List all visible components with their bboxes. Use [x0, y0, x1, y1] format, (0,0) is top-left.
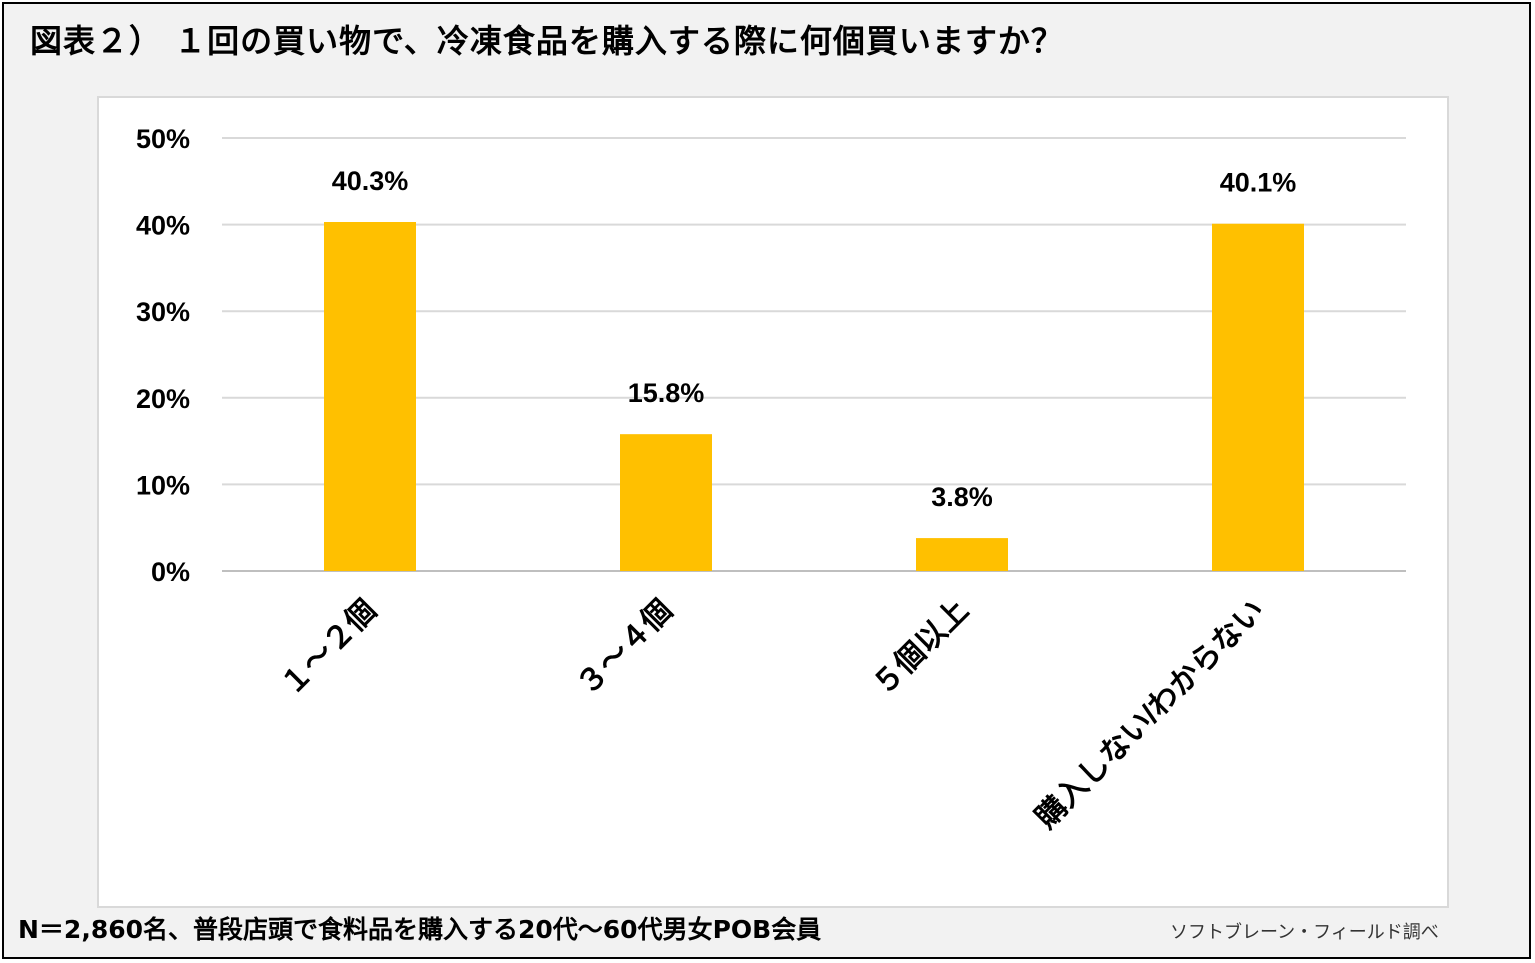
bar: [916, 538, 1008, 571]
y-tick-label: 30%: [136, 297, 190, 327]
y-tick-label: 20%: [136, 384, 190, 414]
data-label: 40.1%: [1220, 168, 1297, 198]
category-label: １～２個: [275, 594, 383, 702]
category-label: 購入しない/わからない: [1030, 594, 1271, 835]
y-tick-label: 40%: [136, 211, 190, 241]
data-label: 3.8%: [931, 482, 993, 512]
data-label: 40.3%: [332, 166, 409, 196]
source-credit: ソフトブレーン・フィールド調べ: [1170, 922, 1439, 943]
category-label: ５個以上: [867, 594, 975, 702]
chart-title: 図表２） １回の買い物で、冷凍食品を購入する際に何個買いますか？: [30, 22, 1064, 60]
y-tick-label: 50%: [136, 124, 190, 154]
bar: [324, 222, 416, 571]
sample-note: N＝2,860名、普段店頭で食料品を購入する20代～60代男女POB会員: [18, 915, 822, 944]
bar: [620, 434, 712, 571]
category-label: ３～４個: [571, 594, 679, 702]
y-tick-label: 10%: [136, 470, 190, 500]
y-tick-label: 0%: [151, 557, 190, 587]
data-label: 15.8%: [628, 378, 705, 408]
bar: [1212, 223, 1304, 571]
